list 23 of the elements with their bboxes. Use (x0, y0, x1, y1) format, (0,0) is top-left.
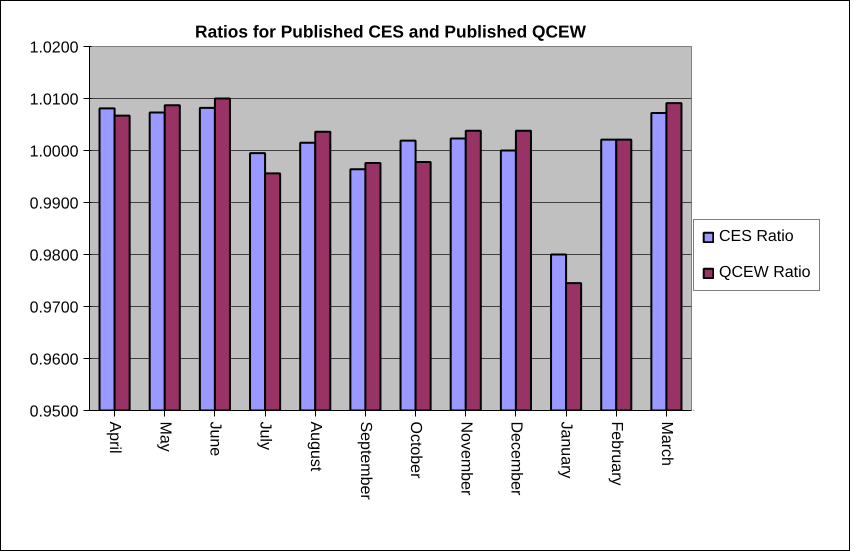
y-tick-label: 1.0100 (30, 92, 79, 108)
chart-title: Ratios for Published CES and Published QCEW (195, 22, 587, 42)
x-tick-label: November (457, 422, 474, 496)
y-tick-label: 0.9700 (30, 300, 79, 316)
x-tick-label: December (507, 422, 524, 496)
y-tick-label: 1.0200 (30, 40, 79, 56)
y-tick-label: 0.9600 (30, 352, 79, 368)
x-tick-label: August (306, 422, 324, 472)
y-tick-label: 0.9500 (30, 404, 79, 420)
x-tick-label: March (658, 422, 675, 466)
x-tick-label: October (407, 422, 424, 480)
y-tick-label: 0.9800 (30, 248, 79, 264)
y-tick-label: 0.9900 (30, 196, 79, 212)
x-tick-label: September (356, 422, 374, 500)
legend-label: CES Ratio (719, 228, 794, 246)
y-tick-label: 1.0000 (30, 144, 79, 160)
x-tick-label: April (106, 422, 124, 454)
x-tick-label: July (256, 422, 274, 450)
x-tick-label: June (206, 422, 224, 456)
legend-label: QCEW Ratio (719, 264, 811, 282)
x-tick-label: January (558, 422, 575, 478)
x-tick-label: May (156, 422, 174, 452)
x-tick-label: February (608, 422, 625, 486)
